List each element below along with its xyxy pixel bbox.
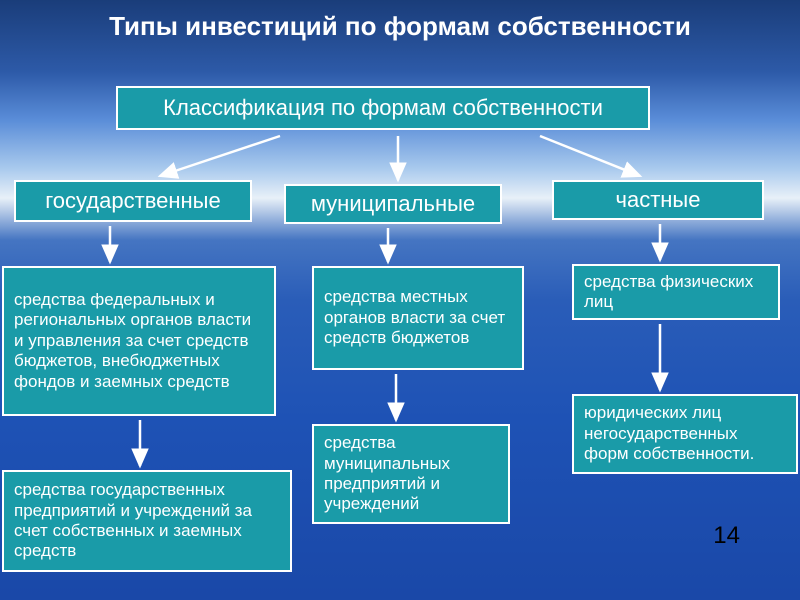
box-mun: муниципальные (284, 184, 502, 224)
box-mun1: средства местных органов власти за счет … (312, 266, 524, 370)
box-priv: частные (552, 180, 764, 220)
box-mun2: средства муниципальных предприятий и учр… (312, 424, 510, 524)
box-priv1: средства физических лиц (572, 264, 780, 320)
page-number: 14 (713, 522, 740, 550)
box-priv2: юридических лиц негосударственных форм с… (572, 394, 798, 474)
arrow-0 (160, 136, 280, 176)
box-gov1: средства федеральных и региональных орга… (2, 266, 276, 416)
box-gov2: средства государственных предприятий и у… (2, 470, 292, 572)
box-root: Классификация по формам собственности (116, 86, 650, 130)
box-gov: государственные (14, 180, 252, 222)
arrow-2 (540, 136, 640, 176)
slide-title: Типы инвестиций по формам собственности (0, 0, 800, 43)
